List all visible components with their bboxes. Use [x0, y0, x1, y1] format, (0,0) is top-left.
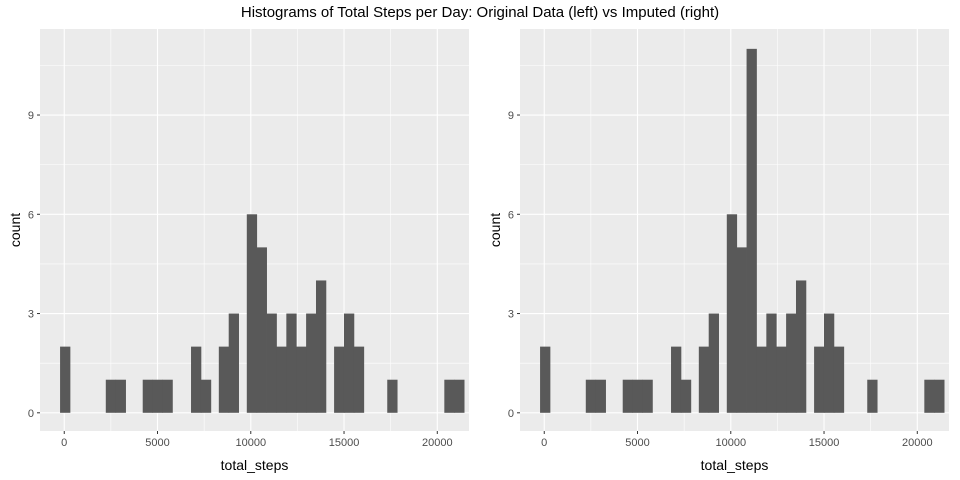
histogram-bar [786, 313, 797, 413]
y-tick-label: 9 [508, 110, 514, 122]
y-axis-title: count [487, 213, 503, 247]
histogram-bar [622, 379, 634, 413]
histogram-bar [934, 379, 945, 413]
histogram-bar [680, 379, 692, 413]
x-tick-label: 15000 [809, 437, 840, 449]
histogram-bar [343, 313, 355, 413]
x-tick-label: 10000 [715, 437, 746, 449]
histogram-bar [246, 214, 258, 413]
y-tick-label: 3 [508, 309, 514, 321]
histogram-bar [218, 346, 230, 413]
x-tick-label: 20000 [902, 437, 933, 449]
histogram-bar [708, 313, 719, 413]
histogram-bar [540, 346, 551, 413]
histogram-bar [698, 346, 710, 413]
histogram-bar [823, 313, 835, 413]
x-tick-label: 0 [541, 437, 547, 449]
histogram-bar [444, 379, 455, 413]
histogram-bar [632, 379, 643, 413]
right-histogram: 0 5000 10000 15000 20000 0 3 6 9 total_steps count [487, 29, 949, 473]
histogram-bar [736, 247, 747, 413]
histogram-bar [387, 379, 398, 413]
figure-title: Histograms of Total Steps per Day: Origi… [240, 4, 720, 21]
histogram-bar [585, 379, 597, 413]
histogram-bar [256, 247, 267, 413]
histogram-bar [162, 379, 173, 413]
histogram-bar [266, 313, 277, 413]
histogram-bar [315, 280, 327, 413]
histogram-bar [867, 379, 878, 413]
histogram-bar [306, 313, 317, 413]
histogram-bar [191, 346, 202, 413]
histogram-bar [105, 379, 117, 413]
x-axis-title: total_steps [221, 457, 289, 473]
histogram-bar [286, 313, 297, 413]
x-tick-label: 10000 [235, 437, 266, 449]
histogram-bar [642, 379, 653, 413]
histogram-bar [795, 280, 807, 413]
y-tick-label: 0 [28, 408, 34, 420]
histogram-bar [454, 379, 465, 413]
y-tick-label: 3 [28, 309, 34, 321]
x-tick-label: 5000 [625, 437, 649, 449]
histogram-bar [60, 346, 71, 413]
histogram-bar [595, 379, 606, 413]
histogram-bar [671, 346, 682, 413]
x-tick-label: 20000 [422, 437, 453, 449]
histogram-bar [228, 313, 239, 413]
histogram-bar [924, 379, 935, 413]
histogram-bar [746, 48, 757, 413]
histogram-bar [353, 346, 365, 413]
x-axis-title: total_steps [701, 457, 769, 473]
histogram-bar [776, 346, 787, 413]
y-tick-label: 0 [508, 408, 514, 420]
y-axis-title: count [7, 213, 23, 247]
histogram-bar [726, 214, 738, 413]
histogram-bar [142, 379, 154, 413]
histogram-bar [766, 313, 777, 413]
x-tick-label: 0 [61, 437, 67, 449]
x-tick-label: 15000 [329, 437, 360, 449]
histogram-bar [276, 346, 287, 413]
histogram-bar [756, 346, 767, 413]
histogram-bar [334, 346, 345, 413]
y-tick-label: 6 [28, 209, 34, 221]
histogram-bar [296, 346, 307, 413]
histogram-bar [833, 346, 845, 413]
histogram-bar [814, 346, 825, 413]
y-tick-label: 9 [28, 110, 34, 122]
left-histogram: 0 5000 10000 15000 20000 0 3 6 9 total_steps count [7, 29, 469, 473]
x-tick-label: 5000 [145, 437, 169, 449]
histogram-bar [115, 379, 126, 413]
histogram-bar [152, 379, 163, 413]
y-tick-label: 6 [508, 209, 514, 221]
histogram-bar [200, 379, 212, 413]
